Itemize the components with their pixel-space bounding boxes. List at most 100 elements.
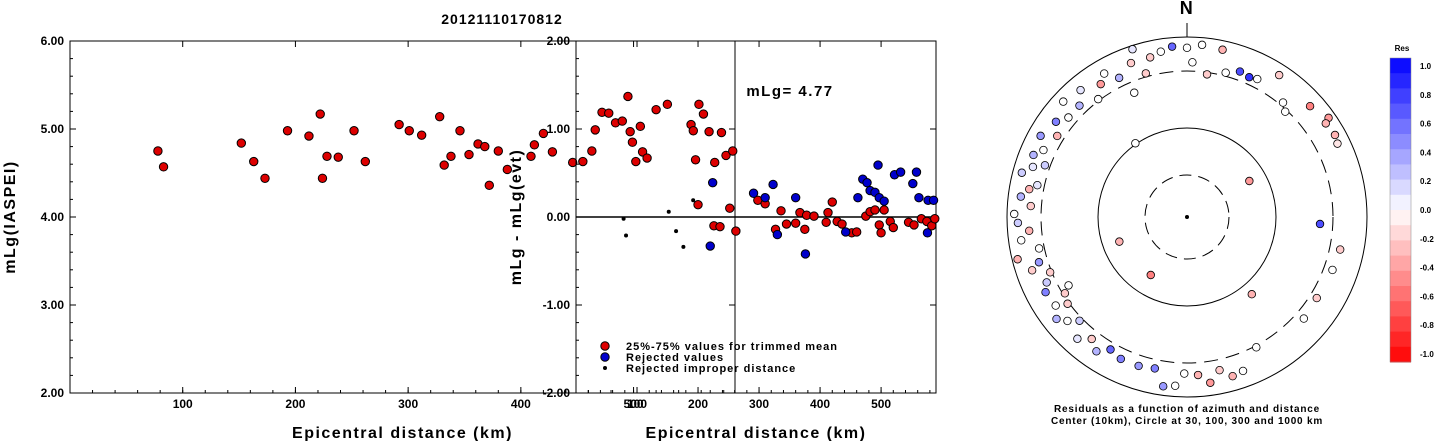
data-point [642, 153, 652, 163]
colorbar-tick-label: -0.4 [1420, 264, 1434, 273]
colorbar-swatch [1390, 118, 1411, 135]
x-axis-label: Epicentral distance (km) [646, 425, 867, 441]
data-point [666, 209, 671, 214]
y-tick-label: 0.00 [547, 210, 571, 224]
data-point [879, 205, 889, 215]
data-point [911, 167, 922, 177]
station-marker [1328, 265, 1337, 275]
y-tick-label: -2.00 [543, 386, 571, 400]
station-marker [1221, 68, 1230, 77]
data-point [538, 128, 549, 139]
data-point [317, 173, 328, 183]
data-point [635, 121, 646, 132]
data-point [446, 151, 456, 161]
data-point [621, 216, 626, 221]
x-axis-label: Epicentral distance (km) [292, 425, 513, 441]
data-point [315, 109, 325, 119]
data-point [800, 249, 811, 259]
data-point [526, 151, 536, 161]
colorbar-swatch [1390, 179, 1411, 196]
y-tick-label: 2.00 [547, 34, 571, 48]
station-marker [1281, 107, 1290, 116]
station-marker [1116, 354, 1126, 364]
station-marker [1064, 281, 1073, 290]
station-marker [1131, 139, 1140, 148]
station-marker [1041, 288, 1050, 297]
data-point [851, 227, 862, 237]
station-marker [1197, 40, 1207, 50]
station-marker [1228, 371, 1237, 381]
data-point [870, 205, 880, 215]
data-point [236, 138, 247, 148]
residual-colorbar: Res 1.0 0.8 0.6 0.4 0.2 0.0 -0.2 -0.4 -0.6 -0.8 -1.… [1389, 44, 1434, 363]
data-point [688, 126, 698, 136]
data-point [731, 226, 741, 236]
station-marker [1042, 278, 1051, 287]
station-marker [1093, 94, 1103, 104]
colorbar-swatch [1390, 164, 1411, 181]
data-point [823, 207, 833, 218]
station-marker [1063, 316, 1072, 326]
station-marker [1206, 378, 1215, 387]
data-point [625, 126, 635, 137]
caption-line-1: Residuals as a function of azimuth and d… [1054, 404, 1320, 415]
data-point [681, 244, 686, 249]
colorbar-swatch [1390, 346, 1411, 363]
colorbar-swatch [1390, 194, 1411, 211]
data-point [480, 141, 490, 152]
colorbar-swatch [1390, 88, 1411, 105]
x-tick-label: 500 [871, 397, 891, 411]
station-marker [1312, 293, 1321, 303]
station-marker [1170, 381, 1180, 390]
data-point [827, 197, 837, 207]
figure-title: 20121110170812 [441, 11, 562, 27]
data-point [876, 228, 886, 238]
data-point [590, 125, 600, 135]
station-marker [1025, 184, 1034, 194]
station-marker [1034, 258, 1044, 267]
colorbar-tick-label: -0.2 [1420, 235, 1434, 244]
station-marker [1146, 270, 1155, 280]
station-marker [1039, 145, 1048, 155]
data-point [394, 119, 404, 130]
station-marker [1145, 53, 1155, 62]
y-axis-label: mLg - mLg(evt) [508, 149, 525, 286]
station-marker [1115, 237, 1124, 246]
legend-label: 25%-75% values for trimmed mean [626, 341, 838, 353]
station-marker [1330, 130, 1340, 140]
caption-line-2: Center (10km), Circle at 30, 100, 300 an… [1051, 416, 1323, 427]
colorbar-swatch [1390, 240, 1411, 257]
station-marker [1128, 45, 1137, 54]
colorbar-swatch [1390, 103, 1411, 120]
station-marker [1333, 139, 1342, 148]
legend-label: Rejected improper distance [626, 363, 796, 375]
station-marker [1036, 131, 1045, 141]
station-marker [1051, 117, 1061, 126]
data-point [567, 157, 578, 168]
station-marker [1029, 150, 1038, 160]
data-point [674, 229, 679, 234]
station-marker [1141, 69, 1151, 78]
data-point [728, 146, 738, 156]
station-marker [1299, 314, 1309, 323]
station-marker [1063, 299, 1072, 308]
station-marker [1051, 301, 1060, 310]
data-point [158, 162, 169, 172]
station-marker [1202, 70, 1212, 79]
data-point [853, 192, 863, 203]
colorbar-tick-label: 1.0 [1420, 62, 1432, 71]
station-marker [1245, 73, 1254, 82]
data-point [455, 126, 465, 136]
station-marker [1040, 161, 1050, 170]
ring-300km [1040, 70, 1334, 364]
station-marker [1315, 219, 1325, 229]
colorbar-swatch [1390, 73, 1411, 89]
station-marker [1053, 131, 1062, 141]
data-point [282, 126, 293, 136]
colorbar-frame [1389, 57, 1412, 363]
data-point [623, 91, 633, 102]
station-marker [1238, 366, 1248, 376]
station-marker [1026, 201, 1035, 211]
station-marker [1305, 101, 1315, 111]
